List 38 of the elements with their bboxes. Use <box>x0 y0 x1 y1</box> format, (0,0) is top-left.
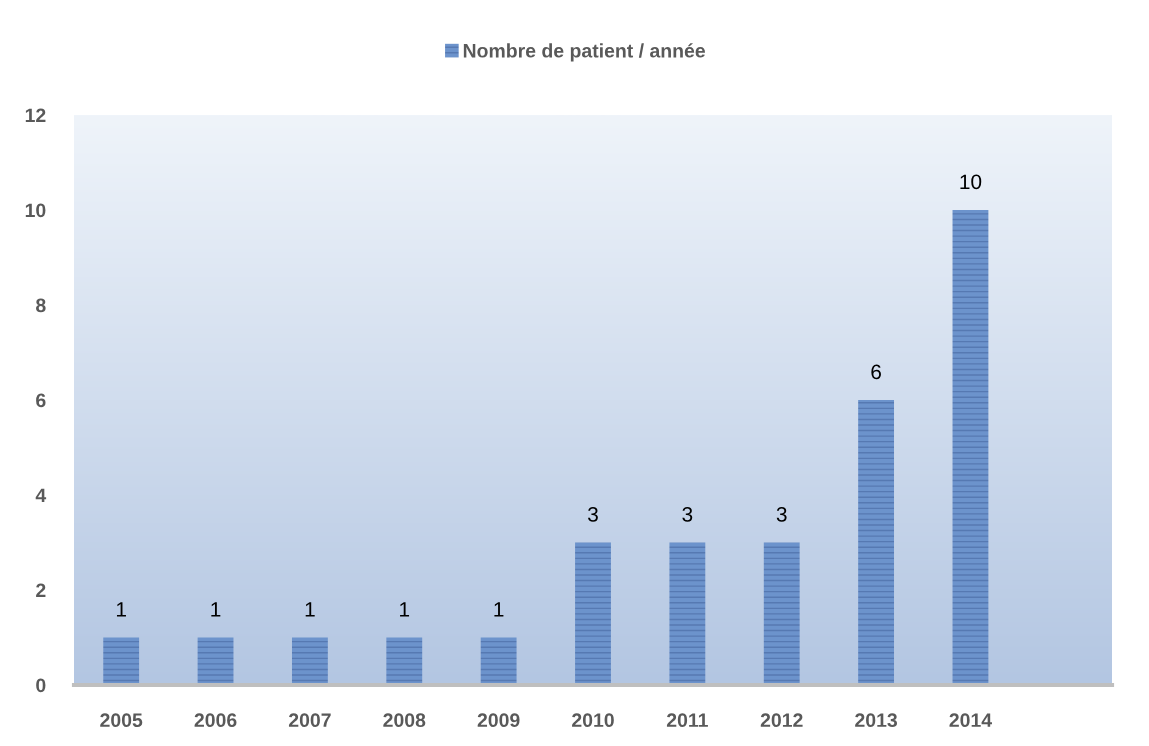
data-label: 1 <box>211 602 221 617</box>
y-tick-label: 12 <box>25 108 46 123</box>
x-tick-label: 2010 <box>572 713 614 728</box>
data-label: 1 <box>305 602 315 617</box>
bar <box>575 542 611 685</box>
x-tick-label: 2006 <box>194 713 237 728</box>
y-tick-label: 8 <box>36 298 46 313</box>
data-label: 1 <box>116 602 126 617</box>
data-label: 1 <box>494 602 504 617</box>
bar <box>291 637 328 685</box>
bar <box>197 637 234 685</box>
bar <box>763 542 800 685</box>
data-label: 3 <box>776 506 787 522</box>
x-tick-label: 2011 <box>666 713 708 728</box>
bar <box>103 637 140 685</box>
x-tick-label: 2014 <box>949 713 992 728</box>
bar <box>386 637 423 685</box>
y-tick-label: 0 <box>36 678 46 693</box>
data-label: 6 <box>871 364 881 380</box>
y-tick-label: 10 <box>25 203 46 218</box>
y-tick-label: 2 <box>36 583 46 598</box>
bar <box>858 400 895 685</box>
x-tick-label: 2009 <box>477 713 520 728</box>
x-tick-label: 2007 <box>288 713 331 728</box>
x-tick-label: 2008 <box>383 713 426 728</box>
data-label: 10 <box>960 174 982 190</box>
data-label: 3 <box>682 506 693 522</box>
y-tick-label: 6 <box>36 393 46 408</box>
legend-label: Nombre de patient / année <box>463 43 705 62</box>
data-label: 1 <box>400 602 410 617</box>
data-label: 3 <box>588 506 598 522</box>
x-tick-label: 2013 <box>855 713 898 728</box>
x-tick-label: 2012 <box>760 713 803 728</box>
x-tick-label: 2005 <box>100 713 143 728</box>
bar <box>952 210 989 685</box>
y-tick-label: 4 <box>35 488 47 503</box>
bar <box>480 637 517 685</box>
bar <box>669 542 706 685</box>
